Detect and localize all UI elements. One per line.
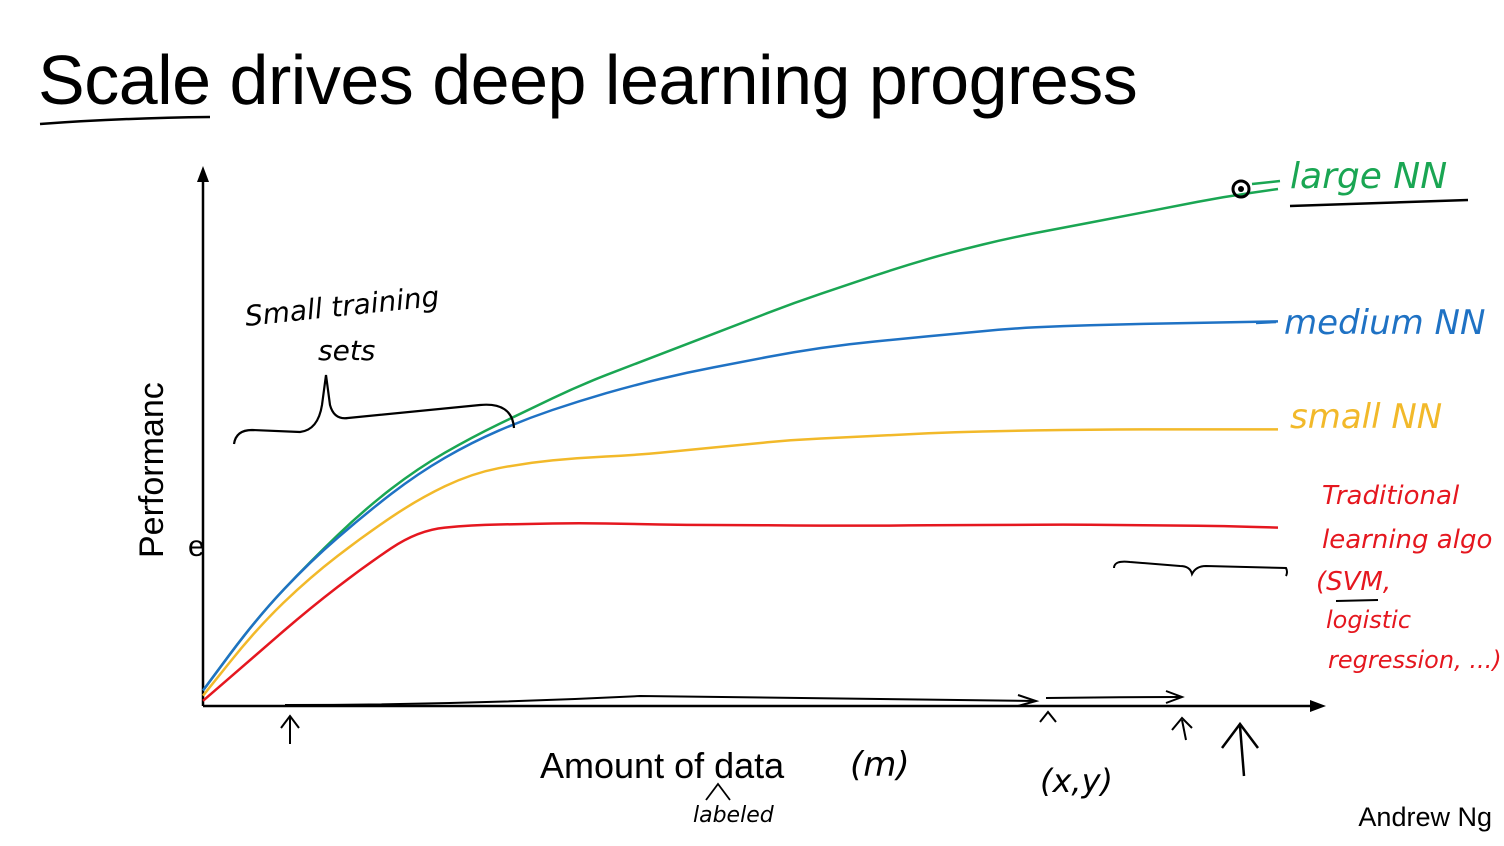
title-underlined-word: Scale <box>38 41 211 119</box>
large-nn-endpoint-dot <box>1231 179 1251 199</box>
series-layer <box>201 187 1279 702</box>
series-line-large-nn <box>201 187 1279 692</box>
y-axis-label-extra: e <box>188 530 205 563</box>
up-arrow-mid-data <box>1039 710 1057 723</box>
trad-label-line2: learning algo <box>1322 525 1492 555</box>
small-nn-label: small NN <box>1290 397 1442 437</box>
trad-label-line1: Traditional <box>1322 481 1460 511</box>
trad-label-line4: logistic <box>1326 606 1411 634</box>
up-arrow-largest-data <box>1221 721 1259 777</box>
series-line-small-nn <box>202 428 1278 697</box>
x-axis-symbol: (m) <box>850 745 910 785</box>
y-axis-label: Performanc <box>133 382 171 558</box>
large-nn-leader <box>1251 179 1281 186</box>
medium-nn-label: medium NN <box>1284 303 1485 343</box>
title-rest: drives deep learning progress <box>210 41 1138 119</box>
axes <box>197 166 1326 712</box>
svm-underline <box>1335 599 1379 602</box>
large-nn-label-underline <box>1289 198 1469 208</box>
footer-author: Andrew Ng <box>1358 802 1492 832</box>
data-range-arrowhead-2 <box>1165 690 1185 704</box>
page-title: Scale drives deep learning progress <box>38 40 1138 120</box>
series-line-traditional <box>202 522 1279 702</box>
up-arrow-small-data <box>280 714 300 744</box>
caret-under-data <box>705 782 731 801</box>
x-axis-label: Amount of data <box>540 745 785 786</box>
data-range-stroke-2 <box>1045 696 1181 699</box>
trad-label-line5: regression, ...) <box>1328 646 1502 674</box>
data-range-arrowhead-1 <box>1017 694 1040 707</box>
up-arrow-large-data <box>1171 716 1193 741</box>
x-axis-arrow <box>1310 700 1326 712</box>
trad-label-line3: (SVM, <box>1316 567 1391 597</box>
y-axis-arrow <box>197 166 209 182</box>
small-training-sets-line1: Small training <box>243 280 441 333</box>
small-training-sets-line2: sets <box>318 334 375 367</box>
large-nn-label: large NN <box>1290 156 1447 197</box>
medium-nn-leader <box>1255 320 1277 325</box>
large-data-brace <box>1113 560 1288 577</box>
series-line-medium-nn <box>201 320 1279 692</box>
large-nn-endpoint-dot-inner <box>1238 186 1244 192</box>
x-axis-note: labeled <box>693 803 775 828</box>
data-range-stroke <box>284 694 1036 706</box>
small-training-sets-brace <box>232 374 516 445</box>
xy-label: (x,y) <box>1040 762 1113 800</box>
title-underline <box>39 115 211 126</box>
